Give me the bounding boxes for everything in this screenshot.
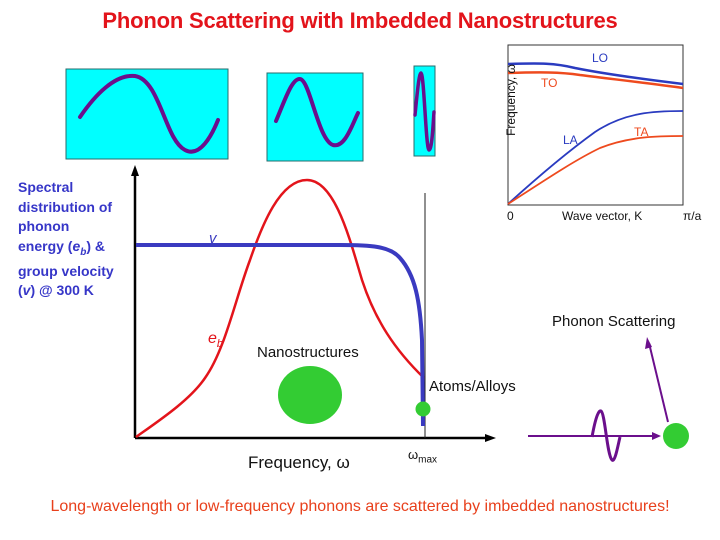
dispersion-x-label: Wave vector, K (562, 209, 643, 223)
la-branch (507, 110, 684, 205)
wave-icon (413, 71, 436, 152)
scatterer-particle-icon (663, 423, 689, 449)
dispersion-x-end: π/a (683, 209, 702, 223)
bottom-note: Long-wavelength or low-frequency phonons… (50, 498, 670, 515)
eb-curve (135, 178, 425, 439)
dispersion-y-label: Frequency, ω (504, 64, 518, 136)
nanostructure-particle-icon (278, 366, 342, 424)
scattered-phonon-arrow (648, 342, 669, 423)
y-axis-arrow-icon (131, 165, 139, 176)
scattering-diagram (528, 337, 689, 462)
x-axis-arrow-icon (485, 434, 496, 442)
wave-box-long (65, 68, 229, 160)
atom-particle-icon (415, 401, 431, 417)
v-curve-label: v (209, 230, 217, 247)
nanostructures-label: Nanostructures (257, 344, 359, 361)
dispersion-x-start: 0 (507, 209, 514, 223)
wave-packet-icon (590, 409, 622, 462)
wave-icon (274, 77, 360, 148)
wave-box-short (413, 65, 436, 157)
to-branch (507, 71, 684, 90)
lo-branch (507, 62, 684, 86)
v-curve (136, 243, 425, 427)
arrow-head-icon (652, 432, 661, 440)
wave-icon (78, 73, 220, 154)
page-title: Phonon Scattering with Imbedded Nanostru… (102, 8, 618, 33)
dispersion-inset (507, 44, 684, 206)
to-label: TO (541, 76, 558, 90)
arrow-head-icon (645, 337, 652, 349)
wave-box-medium (266, 72, 364, 162)
side-note: Spectral distribution of phonon energy (… (18, 179, 114, 299)
x-axis-label: Frequency, ω (248, 453, 350, 472)
eb-curve-label: eb (208, 330, 224, 351)
la-label: LA (563, 133, 578, 147)
ta-label: TA (634, 125, 649, 139)
omega-max-label: ωmax (408, 447, 438, 466)
phonon-scattering-label: Phonon Scattering (552, 313, 676, 330)
lo-label: LO (592, 51, 609, 65)
main-plot (131, 165, 496, 442)
atoms-alloys-label: Atoms/Alloys (429, 378, 516, 395)
ta-branch (507, 135, 684, 205)
